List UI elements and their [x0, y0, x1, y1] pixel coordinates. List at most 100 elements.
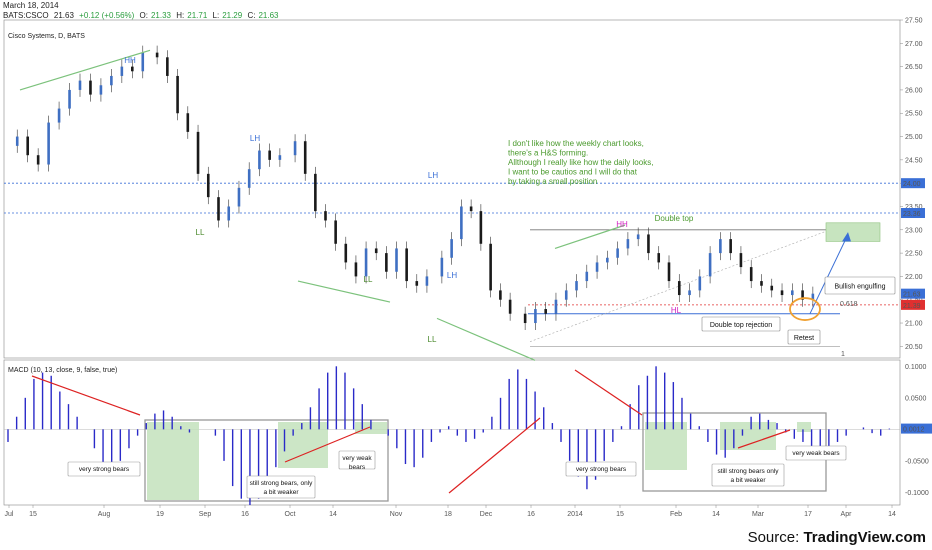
- candle-body: [247, 169, 251, 188]
- price-tick-label: 26.50: [905, 64, 923, 71]
- candle-body: [479, 211, 483, 244]
- candle-body: [440, 257, 444, 277]
- candle-body: [585, 271, 589, 282]
- fib-label: 0.618: [840, 301, 858, 308]
- x-tick-label: Jul: [5, 511, 14, 518]
- pattern-label: LL: [428, 335, 437, 344]
- macd-tick-label: 0.0500: [905, 395, 927, 402]
- header-last: 21.63: [53, 11, 74, 20]
- candle-body: [258, 150, 261, 170]
- candle-body: [698, 276, 702, 291]
- price-badge-bg: [901, 299, 925, 310]
- macd-trend-line: [737, 429, 791, 449]
- target-arrow-head: [842, 232, 851, 242]
- candle-body: [303, 141, 307, 174]
- price-tick-label: 22.50: [905, 251, 923, 258]
- candle-body: [415, 281, 419, 286]
- candle-body: [36, 155, 40, 165]
- header-date: March 18, 2014: [3, 1, 59, 10]
- histogram-zone: [278, 422, 328, 468]
- pattern-label: HL: [671, 306, 682, 315]
- x-tick-label: Dec: [480, 511, 493, 518]
- candle-body: [606, 257, 609, 263]
- candle-body: [708, 253, 712, 277]
- candle-body: [47, 122, 50, 165]
- trend-line: [19, 49, 151, 91]
- high-value: 21.71: [187, 11, 208, 20]
- candle-body: [811, 293, 815, 300]
- candle-body: [99, 85, 103, 95]
- candle-body: [186, 113, 190, 132]
- price-pane-frame: [3, 19, 901, 359]
- macd-callout-text: bears: [349, 464, 366, 471]
- macd-tick-label: -0.1000: [905, 490, 929, 497]
- candle-body: [374, 248, 378, 254]
- macd-callout-box: [711, 463, 785, 487]
- chart-header: March 18, 2014 BATS:CSCO 21.63 +0.12 (+0…: [3, 1, 281, 21]
- candle-body: [141, 52, 145, 72]
- candle-body: [749, 267, 753, 282]
- macd-callout-box: [565, 461, 637, 477]
- macd-callout-text: very strong bears: [79, 466, 130, 473]
- pattern-label: LH: [250, 134, 260, 143]
- macd-callout-text: a bit weaker: [263, 489, 299, 496]
- callout-box: [787, 329, 821, 345]
- x-tick-label: 16: [527, 511, 535, 518]
- price-tick-label: 24.50: [905, 157, 923, 164]
- chart-title: Cisco Systems, D, BATS: [8, 33, 85, 40]
- candle-body: [268, 150, 271, 160]
- macd-badge-bg: [901, 423, 932, 434]
- candle-body: [729, 239, 732, 254]
- target-zone: [825, 222, 881, 242]
- candle-body: [89, 80, 92, 95]
- pattern-label: LL: [196, 228, 205, 237]
- x-tick-label: 17: [804, 511, 812, 518]
- candle-body: [469, 206, 473, 212]
- candle-body: [595, 262, 599, 272]
- candle-body: [385, 253, 388, 272]
- candle-body: [278, 155, 282, 160]
- macd-callout-text: still strong bears, only: [250, 480, 314, 487]
- trend-line: [297, 280, 391, 303]
- macd-callout-text: very strong bears: [576, 466, 627, 473]
- histogram-zone: [720, 422, 776, 450]
- macd-trend-line: [284, 426, 371, 463]
- header-change: +0.12 (+0.56%): [79, 11, 135, 20]
- macd-tick-label: -0.0500: [905, 458, 929, 465]
- trend-line: [554, 224, 626, 250]
- close-value: 21.63: [258, 11, 279, 20]
- histogram-zone: [147, 422, 199, 500]
- candle-body: [760, 281, 763, 286]
- macd-callout-box: [67, 461, 141, 477]
- x-tick-label: Mar: [752, 511, 765, 518]
- candle-body: [15, 136, 19, 146]
- candle-body: [780, 290, 784, 296]
- macd-badge-text: 0.0012: [903, 427, 925, 434]
- price-tick-label: 27.50: [905, 18, 923, 25]
- x-tick-label: 15: [29, 511, 37, 518]
- callout-text: Retest: [794, 335, 814, 342]
- candle-body: [110, 75, 113, 86]
- candle-body: [575, 281, 578, 291]
- commentary-line: there's a H&S forming.: [508, 149, 588, 158]
- source-name[interactable]: TradingView.com: [803, 529, 926, 546]
- price-tick-label: 20.50: [905, 344, 923, 351]
- source-credit: Source: TradingView.com: [748, 529, 926, 546]
- candle-body: [616, 248, 619, 258]
- x-tick-label: Sep: [199, 511, 212, 518]
- candle-body: [564, 290, 568, 300]
- macd-callout-box: [246, 475, 316, 499]
- x-tick-label: Aug: [98, 511, 111, 518]
- candle-body: [425, 276, 429, 286]
- pattern-label: LH: [447, 271, 457, 280]
- callout-text: Bullish engulfing: [835, 284, 886, 291]
- commentary-line: Allthough I really like how the daily lo…: [508, 158, 653, 167]
- x-tick-label: 18: [444, 511, 452, 518]
- candle-body: [460, 206, 463, 240]
- retest-circle: [789, 297, 821, 321]
- price-tick-label: 23.50: [905, 204, 923, 211]
- x-tick-label: Apr: [841, 511, 853, 518]
- candle-body: [499, 290, 502, 300]
- candle-body: [523, 313, 527, 324]
